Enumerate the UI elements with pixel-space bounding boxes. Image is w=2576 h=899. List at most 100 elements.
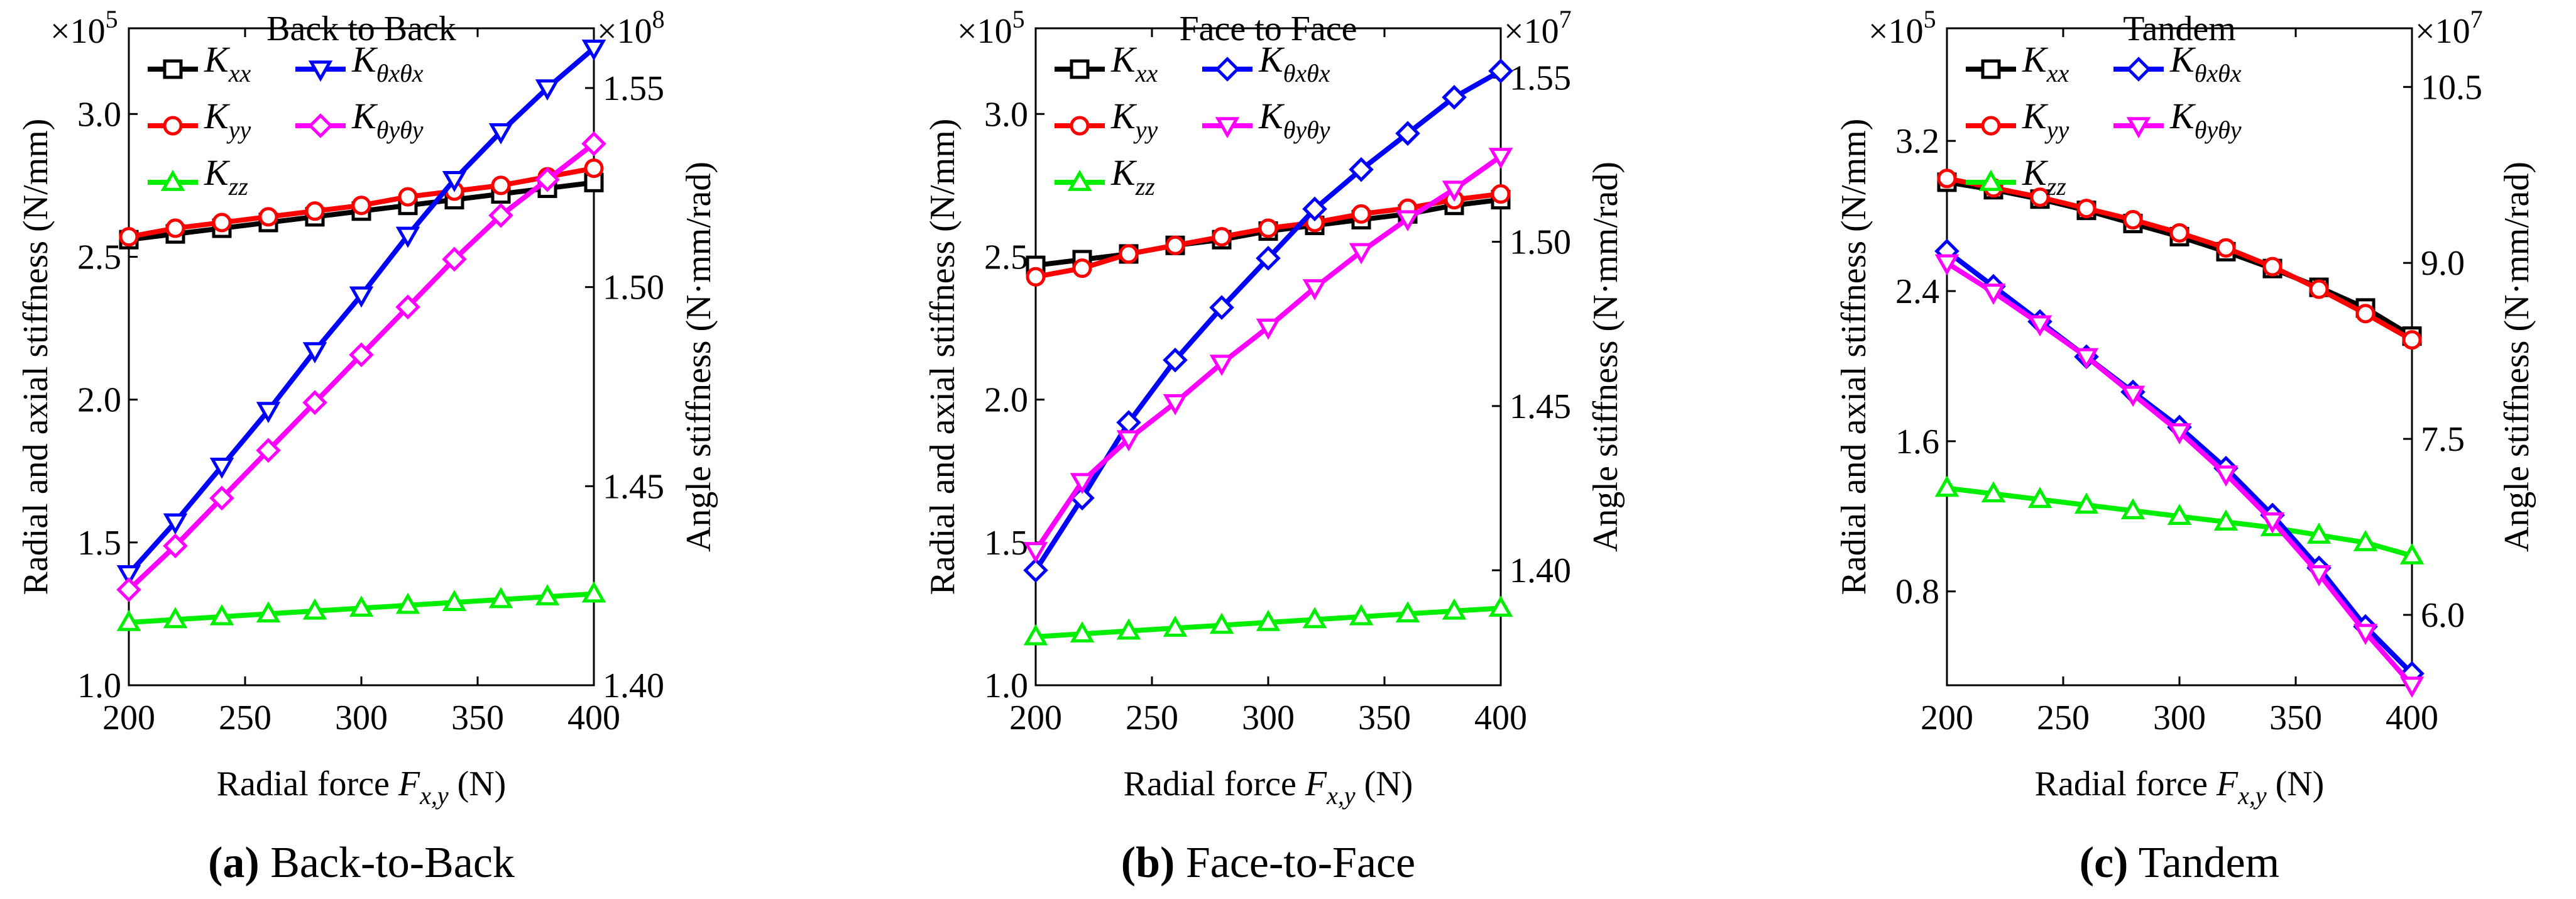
- data-point-kyy: [2169, 223, 2190, 243]
- data-point-ktx: [581, 39, 606, 61]
- data-point-kzz: [1442, 598, 1467, 620]
- right-axis-multiplier: ×107: [2415, 5, 2483, 51]
- legend-label-ktx: Kθxθx: [351, 39, 424, 87]
- series-line-kyy: [1946, 175, 2413, 343]
- x-tick-label: 400: [1474, 698, 1527, 737]
- legend-marker-kzz: [1978, 170, 2003, 191]
- x-tick-label: 400: [567, 698, 620, 737]
- legend-marker-kyy: [1070, 116, 1090, 136]
- left-y-tick-label: 3.0: [77, 95, 121, 134]
- x-tick-label: 300: [1242, 698, 1295, 737]
- data-point-kyy: [119, 227, 139, 247]
- data-point-kzz: [2353, 530, 2378, 551]
- data-point-kty: [1116, 430, 1141, 452]
- data-point-kty: [1934, 254, 1959, 276]
- legend-label-kyy: Kyy: [1110, 96, 1158, 144]
- data-point-kty: [256, 438, 281, 463]
- data-point-kyy: [1258, 218, 1278, 238]
- series-line-kty: [1033, 154, 1503, 553]
- left-y-tick-label: 1.0: [77, 666, 121, 705]
- data-point-ktx: [1302, 196, 1327, 222]
- left-y-tick-label: 1.0: [984, 666, 1028, 705]
- data-point-ktx: [302, 342, 327, 363]
- data-point-kzz: [1349, 604, 1374, 626]
- left-y-tick-label: 2.5: [77, 238, 121, 277]
- data-point-kzz: [488, 587, 513, 609]
- x-tick-label: 300: [2153, 698, 2206, 737]
- x-tick-label: 200: [1009, 698, 1062, 737]
- data-point-kyy: [491, 175, 511, 196]
- data-point-ktx: [1442, 84, 1467, 110]
- data-point-kty: [395, 294, 420, 320]
- data-point-kzz: [256, 601, 281, 623]
- data-point-kzz: [2120, 498, 2146, 520]
- x-tick-label: 250: [2037, 698, 2090, 737]
- x-tick-label: 200: [102, 698, 155, 737]
- legend-marker-ktx: [308, 60, 333, 82]
- data-point-ktx: [256, 402, 281, 423]
- data-point-kyy: [2123, 210, 2143, 230]
- data-point-kyy: [1937, 168, 1957, 189]
- legend-marker-kxx: [1070, 59, 1090, 79]
- right-y-tick-label: 1.45: [1510, 387, 1571, 426]
- data-point-ktx: [116, 565, 141, 587]
- legend-label-kyy: Kyy: [2022, 96, 2069, 144]
- right-axis-title: Angle stiffness (N·mm/rad): [2497, 162, 2536, 552]
- legend-label-kty: Kθyθy: [1258, 96, 1330, 144]
- data-point-kyy: [305, 201, 325, 221]
- data-point-kzz: [1256, 610, 1281, 631]
- data-point-kzz: [2399, 543, 2425, 565]
- right-y-tick-label: 1.45: [603, 467, 664, 506]
- x-tick-label: 250: [219, 698, 271, 737]
- data-point-ktx: [442, 170, 467, 192]
- right-axis-multiplier: ×107: [1504, 5, 1572, 51]
- data-point-kty: [488, 202, 513, 228]
- right-y-tick-label: 6.0: [2421, 596, 2465, 635]
- data-point-kyy: [1026, 267, 1046, 287]
- data-point-kyy: [2030, 187, 2050, 207]
- data-point-kty: [116, 577, 141, 602]
- panel-caption: (a) Back-to-Back: [208, 839, 515, 887]
- data-point-ktx: [1395, 121, 1420, 146]
- right-y-tick-label: 1.55: [603, 69, 664, 108]
- data-point-ktx: [1488, 58, 1513, 84]
- data-point-kty: [1256, 318, 1281, 340]
- data-point-kzz: [2167, 504, 2192, 525]
- data-point-kzz: [1934, 475, 1959, 497]
- data-point-ktx: [1209, 295, 1234, 320]
- data-point-kzz: [2306, 522, 2332, 544]
- legend-marker-kzz: [1067, 170, 1092, 191]
- data-point-ktx: [1163, 347, 1188, 373]
- data-point-kty: [1488, 148, 1513, 169]
- left-y-tick-label: 1.5: [984, 524, 1028, 563]
- data-point-kyy: [1072, 258, 1092, 279]
- series-line-ktx: [1945, 249, 2414, 676]
- legend-label-kyy: Kyy: [204, 96, 251, 144]
- left-y-tick-label: 2.0: [984, 381, 1028, 420]
- x-tick-label: 350: [1358, 698, 1411, 737]
- right-y-tick-label: 1.55: [1510, 58, 1571, 97]
- legend-label-kty: Kθyθy: [351, 96, 424, 144]
- right-axis-title: Angle stiffness (N·mm/rad): [1586, 162, 1625, 552]
- data-point-kzz: [535, 584, 560, 605]
- right-axis-multiplier: ×108: [597, 5, 665, 51]
- legend-marker-kyy: [1981, 116, 2001, 136]
- data-point-kty: [2120, 385, 2146, 407]
- panel-caption: (c) Tandem: [2080, 839, 2279, 887]
- data-point-kzz: [2027, 487, 2053, 509]
- right-y-tick-label: 7.5: [2421, 420, 2465, 459]
- series-layer: [1934, 168, 2425, 698]
- data-point-kzz: [1488, 595, 1513, 617]
- data-point-kty: [349, 342, 374, 368]
- data-point-kyy: [2076, 199, 2096, 219]
- panel-caption: (b) Face-to-Face: [1121, 839, 1415, 887]
- legend-label-kzz: Kzz: [1110, 152, 1155, 201]
- data-point-kzz: [442, 590, 467, 611]
- legend-label-kzz: Kzz: [204, 152, 248, 201]
- series-line-kxx: [1946, 179, 2414, 339]
- data-point-ktx: [1023, 558, 1048, 583]
- data-point-kyy: [1351, 204, 1371, 224]
- left-y-tick-label: 2.4: [1895, 272, 1939, 311]
- legend-marker-ktx: [1215, 57, 1240, 82]
- x-tick-label: 300: [335, 698, 388, 737]
